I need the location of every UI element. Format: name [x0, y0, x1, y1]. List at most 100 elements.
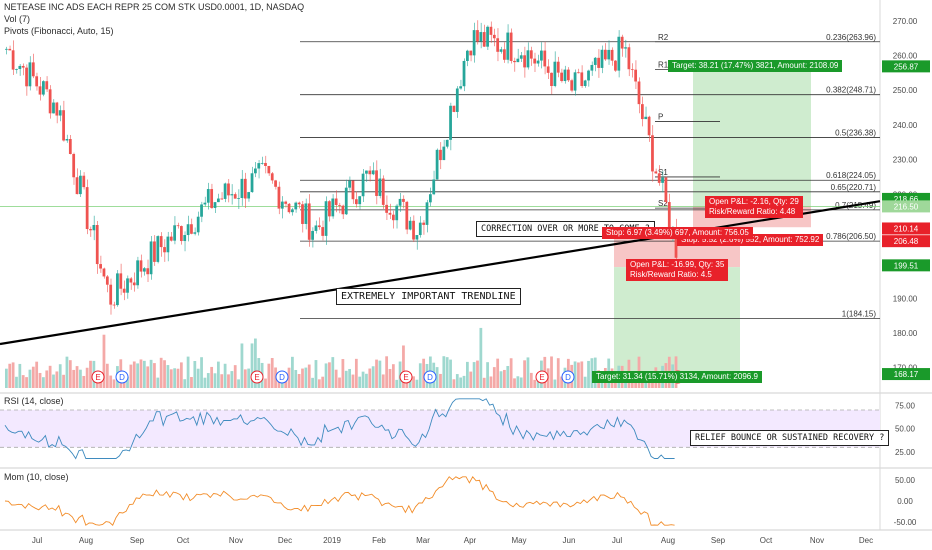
candle-body: [284, 201, 288, 204]
candle-body: [5, 48, 8, 50]
time-tick-label: Aug: [661, 536, 675, 545]
price-pill: [882, 235, 930, 248]
candle-body: [82, 175, 86, 188]
pnl-box-1[interactable]: Open P&L: -2.16, Qty: 29 Risk/Reward Rat…: [705, 196, 803, 218]
pnl-box-2[interactable]: Open P&L: -16.99, Qty: 35 Risk/Reward Ra…: [626, 259, 729, 281]
pivot-label: P: [658, 112, 663, 121]
candle-body: [597, 57, 601, 68]
candle-body: [109, 284, 113, 305]
candle-body: [368, 170, 372, 175]
pnl-box-1-line2: Risk/Reward Ratio: 4.48: [709, 207, 796, 216]
candle-body: [449, 105, 452, 140]
candle-body: [412, 220, 415, 240]
price-pill-label: 210.14: [894, 224, 919, 233]
candle-body: [536, 60, 540, 64]
volume-bar: [439, 373, 442, 388]
long-target-box[interactable]: Target: 38.21 (17.47%) 3821, Amount: 210…: [668, 60, 843, 72]
candle-body: [233, 194, 237, 199]
volume-bar: [526, 357, 530, 388]
pivots-indicator-label[interactable]: Pivots (Fibonacci, Auto, 15): [4, 26, 114, 36]
candle-body: [526, 50, 530, 68]
price-tick-label: 230.00: [893, 156, 918, 165]
volume-bar: [365, 373, 368, 388]
candle-body: [153, 241, 156, 262]
volume-bar: [519, 377, 523, 388]
volume-bar: [509, 358, 513, 388]
candle-body: [344, 187, 348, 215]
long-target-box-2[interactable]: Target: 31.34 (15.71%) 3134, Amount: 209…: [592, 371, 762, 383]
momentum-label[interactable]: Mom (10, close): [4, 472, 69, 482]
candle-body: [280, 201, 284, 209]
mom-tick-label: 0.00: [897, 497, 913, 506]
candle-body: [469, 50, 473, 56]
candle-body: [116, 273, 119, 306]
volume-bar: [142, 360, 146, 388]
volume-bar: [267, 363, 271, 388]
price-pill-label: 199.51: [894, 261, 919, 270]
candle-body: [65, 139, 69, 141]
fib-label: 1(184.15): [842, 310, 877, 319]
candle-body: [190, 224, 193, 234]
volume-bar: [294, 369, 298, 388]
candle-body: [664, 177, 668, 203]
volume-bar: [156, 377, 160, 388]
volume-bar: [28, 369, 32, 388]
candle-body: [422, 222, 426, 225]
candle-body: [58, 110, 62, 116]
volume-bar: [146, 366, 150, 388]
volume-bar: [55, 371, 59, 388]
candle-body: [644, 116, 648, 120]
rsi-label[interactable]: RSI (14, close): [4, 396, 64, 406]
time-tick-label: Oct: [760, 536, 773, 545]
candle-body: [200, 204, 203, 217]
volume-bar: [375, 359, 378, 388]
event-marker-label: D: [427, 373, 433, 382]
candle-body: [274, 180, 277, 187]
candle-body: [92, 225, 96, 231]
volume-bar: [15, 376, 18, 388]
volume-bar: [338, 377, 341, 388]
time-tick-label: Sep: [711, 536, 726, 545]
candle-body: [250, 173, 254, 193]
time-tick-label: Oct: [177, 536, 190, 545]
volume-bar: [213, 373, 217, 388]
time-tick-label: Jul: [32, 536, 42, 545]
volume-bar: [435, 367, 439, 388]
volume-bar: [351, 374, 355, 388]
candle-body: [142, 268, 146, 272]
volume-bar: [5, 368, 8, 388]
candle-body: [156, 236, 160, 262]
time-tick-label: Apr: [464, 536, 477, 545]
candle-body: [381, 178, 385, 205]
price-pill: [882, 222, 930, 235]
candle-body: [617, 36, 621, 71]
volume-bar: [112, 379, 116, 388]
volume-bar: [466, 361, 469, 388]
candle-body: [519, 55, 523, 59]
stop-box[interactable]: Stop: 6.97 (3.49%) 697, Amount: 756.05: [602, 227, 753, 239]
candle-body: [186, 224, 190, 236]
volume-bar: [139, 359, 143, 388]
candle-body: [371, 170, 375, 175]
volume-bar: [254, 338, 257, 388]
candle-body: [425, 202, 429, 225]
candle-body: [169, 236, 173, 241]
candle-body: [196, 216, 200, 233]
candle-body: [159, 236, 163, 248]
time-tick-label: Nov: [810, 536, 824, 545]
candle-body: [388, 212, 392, 215]
volume-bar: [415, 379, 419, 388]
time-tick-label: Jul: [612, 536, 622, 545]
candle-body: [523, 55, 526, 68]
price-pill-label: 168.17: [894, 370, 919, 379]
volume-bar: [587, 360, 590, 388]
volume-bar: [418, 363, 422, 388]
candle-body: [247, 192, 251, 199]
candle-body: [334, 198, 338, 206]
volume-bar: [553, 379, 557, 388]
volume-bar: [314, 360, 318, 388]
volume-indicator-label[interactable]: Vol (7): [4, 14, 31, 24]
candle-body: [301, 204, 304, 224]
candle-body: [304, 203, 308, 224]
